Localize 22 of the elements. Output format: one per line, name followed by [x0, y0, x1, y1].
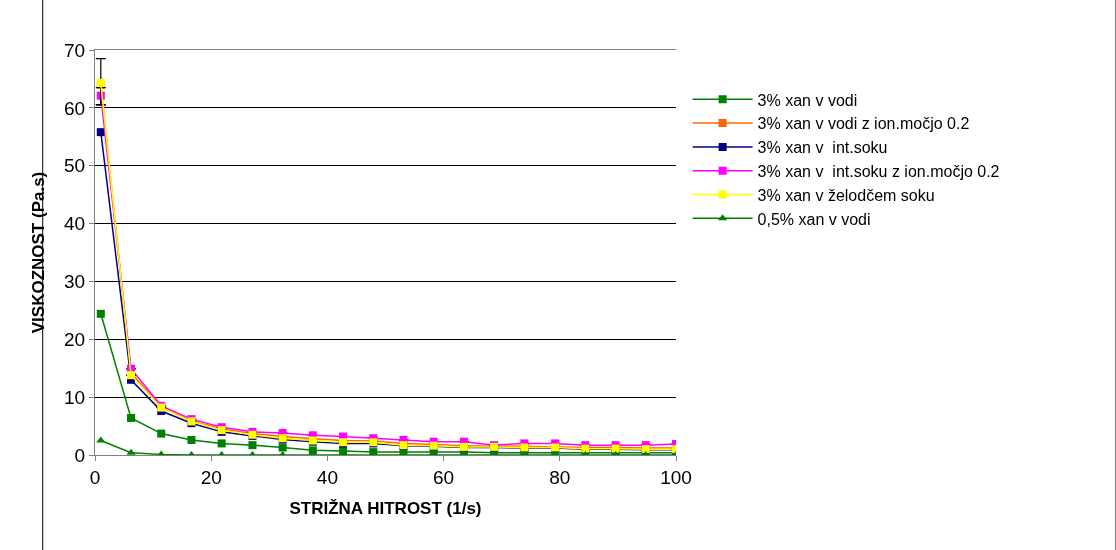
x-tick-label: 100: [660, 466, 692, 488]
x-tick-label: 60: [433, 466, 455, 488]
y-tick-label: 0: [74, 444, 86, 466]
x-tick-label: 20: [200, 466, 222, 488]
y-tick-label: 50: [64, 155, 86, 177]
x-tick-label: 80: [549, 466, 571, 488]
x-axis-title: STRIŽNA HITROST (1/s): [289, 499, 482, 519]
legend-label: 3% xan v int.soku z ion.močjo 0.2: [757, 162, 1000, 180]
y-axis-title: VISKOZNOST (Pa.s): [28, 171, 48, 334]
y-tick-label: 30: [64, 271, 86, 293]
y-tick-label: 20: [64, 328, 86, 350]
legend-label: 3% xan v int.soku: [757, 139, 888, 157]
legend-label: 0,5% xan v vodi: [757, 210, 871, 228]
y-tick-label: 70: [64, 39, 86, 61]
y-tick-label: 10: [64, 386, 86, 408]
legend-label: 3% xan v vodi z ion.močjo 0.2: [757, 115, 970, 133]
y-tick-label: 60: [64, 97, 86, 119]
y-tick-label: 40: [64, 213, 86, 235]
legend-label: 3% xan v želodčem soku: [757, 186, 935, 204]
x-tick-label: 40: [316, 466, 338, 488]
legend-label: 3% xan v vodi: [757, 91, 858, 109]
x-tick-label: 0: [89, 466, 101, 488]
